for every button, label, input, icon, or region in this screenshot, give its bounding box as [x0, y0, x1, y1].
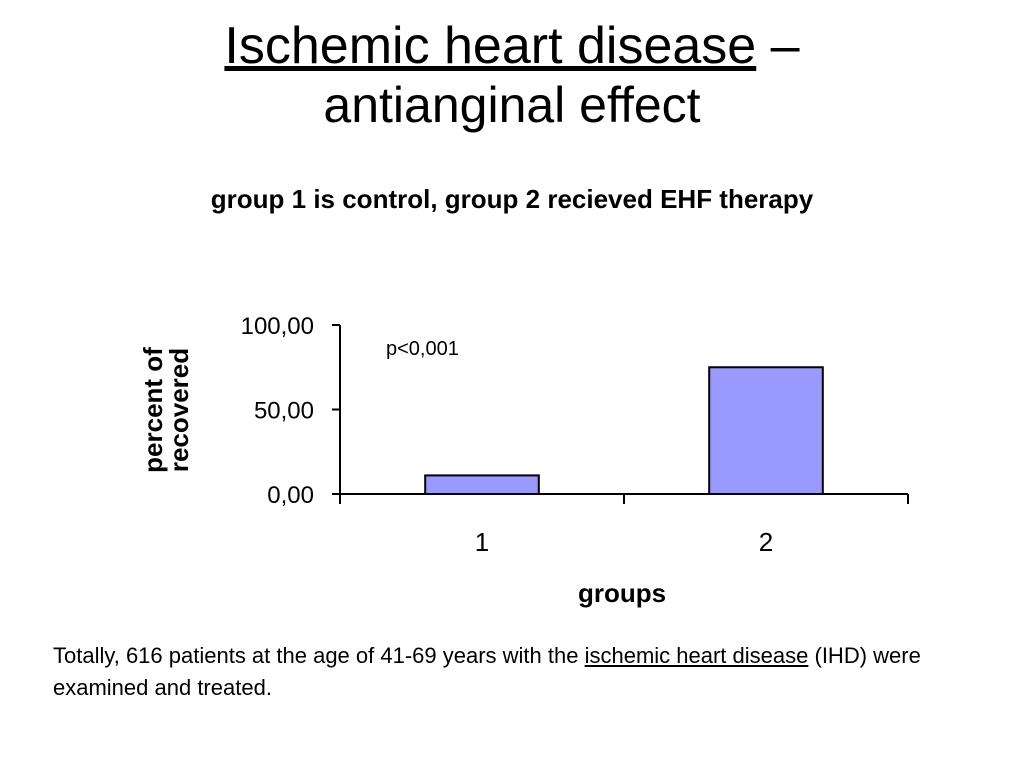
slide-title-link[interactable]: Ischemic heart disease	[224, 17, 757, 75]
p-value-annotation: p<0,001	[386, 338, 459, 360]
chart-title: group 1 is control, group 2 recieved EHF…	[210, 184, 814, 214]
bar-group-1	[424, 474, 540, 496]
slide-title-dash: –	[756, 17, 800, 75]
footnote-text-after: (IHD) were examined and treated.	[53, 643, 921, 700]
y-tick-label: 0,00	[267, 482, 314, 509]
x-axis-label: groups	[577, 578, 667, 608]
footnote-text-before: Totally, 616 patients at the age of 41-6…	[53, 643, 585, 668]
slide-title: Ischemic heart disease – antianginal effe…	[0, 14, 1024, 132]
footnote: Totally, 616 patients at the age of 41-6…	[53, 640, 993, 704]
footnote-link[interactable]: ischemic heart disease	[584, 643, 809, 668]
slide-subtitle: antianginal effect	[323, 77, 701, 133]
y-tick-label: 50,00	[254, 398, 314, 425]
x-tick-label: 1	[475, 527, 489, 557]
x-tick-label: 2	[759, 527, 773, 557]
y-axis-label: percent of recovered	[138, 347, 194, 473]
bar-group-2	[708, 366, 824, 495]
y-tick-label: 100,00	[241, 313, 314, 340]
